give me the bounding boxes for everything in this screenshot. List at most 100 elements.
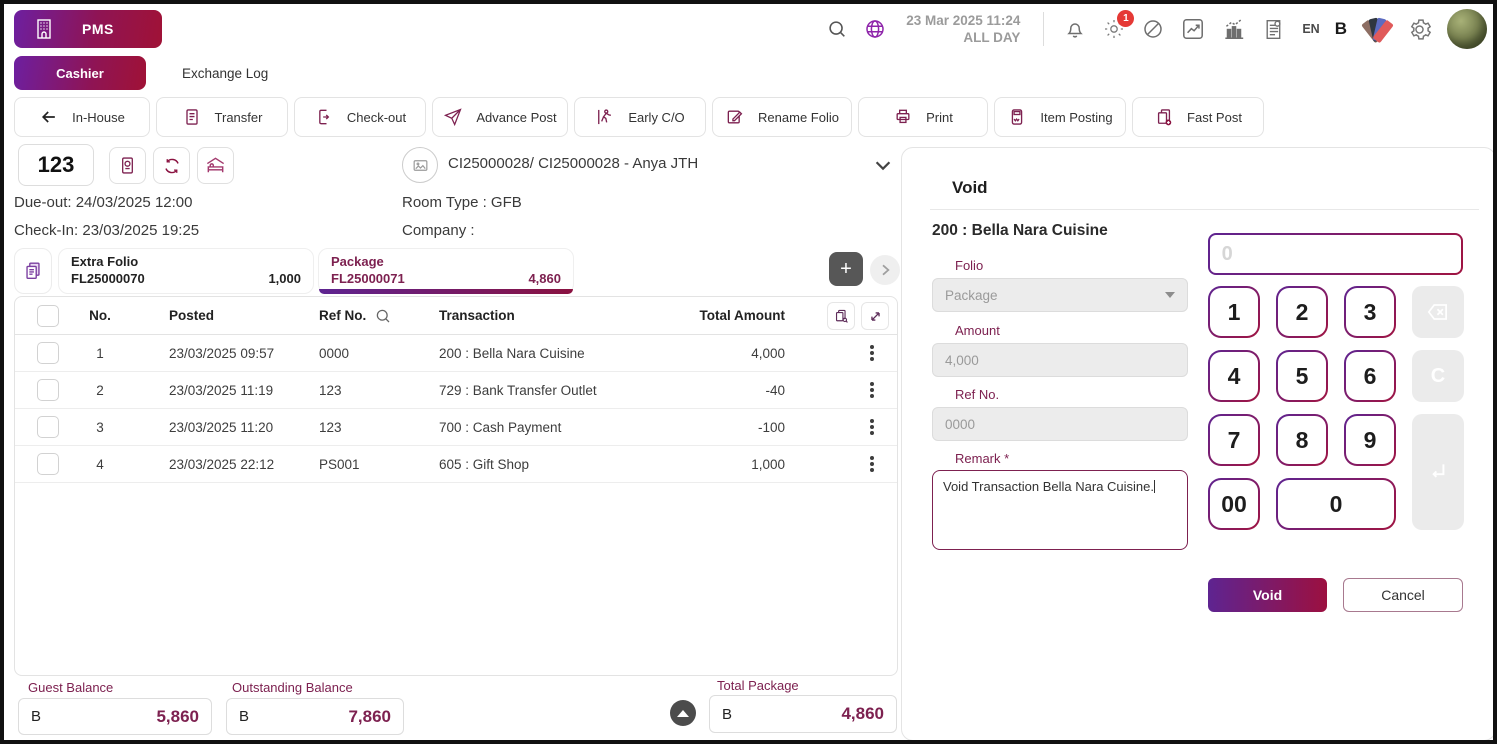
line-chart-icon[interactable] [1180,16,1206,42]
folio-tab-extra[interactable]: Extra Folio FL25000070 1,000 [58,248,314,294]
user-avatar[interactable] [1447,9,1487,49]
folio-select: Package [932,278,1188,312]
cell-transaction: 200 : Bella Nara Cuisine [439,345,585,361]
cell-ref: 0000 [319,345,350,361]
remark-textarea[interactable]: Void Transaction Bella Nara Cuisine. [932,470,1188,550]
numpad-key-6[interactable]: 6 [1344,350,1396,402]
ref-no-field-label: Ref No. [955,387,1000,402]
header-transaction: Transaction [439,308,515,323]
numpad-display-input[interactable] [1209,234,1462,274]
numpad-key-3[interactable]: 3 [1344,286,1396,338]
row-checkbox[interactable] [37,379,59,401]
gear-icon[interactable] [1407,17,1432,42]
transactions-table: No. Posted Ref No. Transaction Total Amo… [14,296,898,676]
row-menu-button[interactable] [870,388,874,392]
expand-table-button[interactable] [861,302,889,330]
currency-symbol: B [722,705,733,723]
table-row[interactable]: 4 23/03/2025 22:12 PS001 605 : Gift Shop… [15,446,897,483]
row-checkbox[interactable] [37,453,59,475]
row-checkbox[interactable] [37,342,59,364]
next-folio-arrow-button[interactable] [870,255,900,285]
cell-ref: 123 [319,382,342,398]
numpad-backspace-key[interactable] [1412,286,1464,338]
search-icon[interactable] [826,18,848,40]
amount-field-value: 4,000 [945,352,979,368]
early-co-button[interactable]: Early C/O [574,97,706,137]
check-out-button[interactable]: Check-out [294,97,426,137]
row-menu-button[interactable] [870,425,874,429]
numpad-key-1[interactable]: 1 [1208,286,1260,338]
in-house-button[interactable]: In-House [14,97,150,137]
pms-logo-button[interactable]: PMS [14,10,162,48]
table-header-row: No. Posted Ref No. Transaction Total Amo… [15,297,897,335]
folio-list-button[interactable] [14,248,52,294]
folio-field-label: Folio [955,258,984,273]
expand-guest-details-button[interactable] [872,154,894,176]
globe-icon[interactable] [863,17,887,41]
tab-exchange-log-label: Exchange Log [182,65,269,81]
numpad-key-8[interactable]: 8 [1276,414,1328,466]
bar-chart-icon[interactable] [1221,16,1247,42]
row-menu-button[interactable] [870,462,874,466]
person-exit-icon [595,107,615,127]
room-status-button[interactable] [153,147,190,184]
top-bar: PMS 23 Mar 2025 11:24 ALL DAY [4,4,1493,54]
transfer-button[interactable]: Transfer [156,97,288,137]
check-in-text: Check-In: 23/03/2025 19:25 [14,222,200,239]
folio-tab-package[interactable]: Package FL25000071 4,860 [318,248,574,294]
void-panel-title: Void [952,178,988,197]
rename-folio-button[interactable]: Rename Folio [712,97,852,137]
advance-post-button[interactable]: Advance Post [432,97,568,137]
numpad-enter-key[interactable] [1412,414,1464,530]
night-audit-icon[interactable]: 1 [1102,10,1135,41]
ref-search-icon[interactable] [374,307,392,325]
numpad-key-0[interactable]: 0 [1276,478,1396,530]
outstanding-balance-box: B 7,860 [226,698,404,735]
room-type-button[interactable] [197,147,234,184]
numpad-key-9[interactable]: 9 [1344,414,1396,466]
back-arrow-icon [39,107,59,127]
cell-total: 4,000 [751,345,785,361]
void-confirm-button[interactable]: Void [1208,578,1327,612]
confirmation-number: CI25000028/ CI25000028 - Anya JTH [448,155,699,172]
chevron-down-icon [875,161,891,171]
block-icon[interactable] [1141,17,1165,41]
table-row[interactable]: 3 23/03/2025 11:20 123 700 : Cash Paymen… [15,409,897,446]
numpad-clear-key[interactable]: C [1412,350,1464,402]
fast-post-button[interactable]: Fast Post [1132,97,1264,137]
table-row[interactable]: 2 23/03/2025 11:19 123 729 : Bank Transf… [15,372,897,409]
currency-selector[interactable]: B [1334,19,1347,38]
cell-total: -40 [765,382,785,398]
ref-no-field-value: 0000 [945,416,976,432]
room-type-text: Room Type : GFB [402,194,522,211]
active-tab-underline [319,289,573,294]
numpad-key-4[interactable]: 4 [1208,350,1260,402]
guest-photo-button[interactable] [402,147,438,183]
currency-symbol: B [31,708,42,725]
cell-posted: 23/03/2025 11:19 [169,382,274,398]
copy-search-button[interactable] [827,302,855,330]
guest-info-section: 123 Due-out: 24/03/2025 12:00 Check-In: … [14,144,899,244]
cell-posted: 23/03/2025 11:20 [169,419,274,435]
numpad-key-00[interactable]: 00 [1208,478,1260,530]
item-posting-button[interactable]: Item Posting [994,97,1126,137]
table-row[interactable]: 1 23/03/2025 09:57 0000 200 : Bella Nara… [15,335,897,372]
cancel-button[interactable]: Cancel [1343,578,1463,612]
collapse-balances-button[interactable] [670,700,696,726]
numpad-key-7[interactable]: 7 [1208,414,1260,466]
numpad-key-2[interactable]: 2 [1276,286,1328,338]
report-icon[interactable] [1262,17,1287,42]
registration-card-button[interactable] [109,147,146,184]
tab-cashier[interactable]: Cashier [14,56,146,90]
bell-icon[interactable] [1063,17,1087,41]
add-folio-button[interactable]: + [829,252,863,286]
row-menu-button[interactable] [870,351,874,355]
select-all-checkbox[interactable] [37,304,59,327]
numpad-key-5[interactable]: 5 [1276,350,1328,402]
tab-exchange-log[interactable]: Exchange Log [182,54,268,92]
print-button[interactable]: Print [858,97,988,137]
language-selector[interactable]: EN [1302,22,1320,36]
row-checkbox[interactable] [37,416,59,438]
theme-palette-icon[interactable] [1361,16,1394,44]
folio-amount: 4,860 [528,271,561,286]
